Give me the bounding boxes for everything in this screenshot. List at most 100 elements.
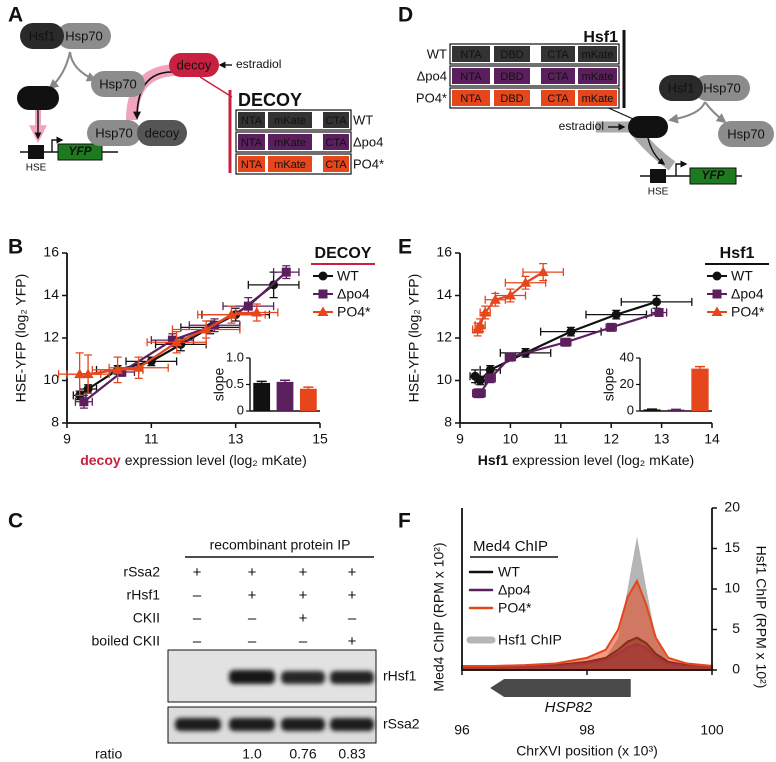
bar <box>253 382 271 411</box>
point <box>505 352 515 362</box>
band-label: rSsa2 <box>383 716 420 732</box>
domain <box>238 134 265 150</box>
domain-label: mKate <box>582 49 614 61</box>
protein: Hsp70 <box>727 126 765 141</box>
gene-label: HSP82 <box>545 699 593 716</box>
point <box>485 365 495 375</box>
point <box>112 364 124 374</box>
point <box>167 335 177 345</box>
panel-label: A <box>8 4 23 27</box>
domain <box>268 112 312 128</box>
lane-sign: + <box>299 610 308 627</box>
lane-sign: – <box>348 610 357 627</box>
blot-shapes <box>167 556 377 744</box>
panel-label: F <box>398 510 411 533</box>
domain-label: NTA <box>241 115 263 127</box>
protein: Hsp70 <box>99 76 137 91</box>
band <box>229 718 275 731</box>
domain-label: DBD <box>500 93 523 105</box>
domain <box>494 90 530 106</box>
protein-shape <box>57 23 111 49</box>
legend-title: Hsf1 <box>720 245 755 262</box>
domain-label: NTA <box>241 137 263 149</box>
domain-label: NTA <box>241 159 263 171</box>
y-tick-label: 10 <box>436 371 452 387</box>
tss-arrow <box>51 136 64 152</box>
lane-sign: + <box>348 564 357 581</box>
domain <box>541 90 575 106</box>
band <box>175 718 221 731</box>
domain-label: CTA <box>325 137 347 149</box>
lane-sign: + <box>248 564 257 581</box>
domain-label: DBD <box>500 49 523 61</box>
blot-header: recombinant protein IP <box>210 537 351 553</box>
y-axis-label: slope <box>211 368 227 402</box>
lane-sign: + <box>299 564 308 581</box>
panel-label: C <box>8 510 23 533</box>
construct-name: WT <box>353 112 373 127</box>
construct-name: Δpo4 <box>417 68 447 83</box>
domain <box>238 112 265 128</box>
protein: Hsf1 <box>29 28 56 43</box>
legend-label: PO4* <box>337 304 371 320</box>
point <box>479 307 491 317</box>
point <box>318 271 328 281</box>
protein-shape <box>20 23 64 49</box>
construct-name: PO4* <box>353 156 384 171</box>
y2-tick-label: 0 <box>732 661 740 677</box>
x-tick-label: 15 <box>312 431 328 447</box>
bar <box>276 381 294 411</box>
gene-box <box>57 143 103 161</box>
construct-outline <box>449 65 620 87</box>
legend-label: WT <box>498 564 520 580</box>
arrow <box>647 137 666 165</box>
protein-shape <box>137 120 187 146</box>
y-tick-label: 16 <box>43 244 59 260</box>
domain <box>578 46 617 62</box>
domain-label: CTA <box>547 93 569 105</box>
protein: decoy <box>145 125 180 140</box>
point <box>133 362 145 372</box>
arrow <box>69 51 97 82</box>
bar <box>299 388 317 411</box>
error-bar <box>256 380 267 383</box>
construct-name: Δpo4 <box>353 134 383 149</box>
arrow <box>668 101 706 124</box>
row-label: rSsa2 <box>123 564 160 580</box>
band-label: rHsf1 <box>383 668 417 684</box>
point <box>712 271 722 281</box>
protein-shape <box>659 75 703 101</box>
y2-tick-label: 15 <box>724 539 740 555</box>
arrow <box>48 51 71 90</box>
y-tick-label: 14 <box>436 286 452 302</box>
domain-label: CTA <box>325 115 347 127</box>
legend-label: Hsf1 ChIP <box>498 632 562 648</box>
y-tick-label: 12 <box>43 329 59 345</box>
protein: Hsf1 <box>635 119 662 134</box>
legend-title: DECOY <box>315 245 372 262</box>
point <box>606 322 616 332</box>
domain <box>323 134 349 150</box>
domain <box>238 156 265 172</box>
protein: Hsp70 <box>65 28 103 43</box>
promoter-label: HSE <box>648 187 669 198</box>
protein-shape <box>694 75 750 101</box>
point <box>317 306 329 316</box>
point <box>537 266 549 277</box>
lane-sign: + <box>348 587 357 604</box>
construct-name: WT <box>427 46 447 61</box>
point <box>225 309 237 319</box>
y2-tick-label: 5 <box>732 620 740 636</box>
point <box>318 289 328 299</box>
y-tick-label: 16 <box>436 244 452 260</box>
point <box>74 368 86 379</box>
domain <box>452 46 490 62</box>
construct-outline <box>449 87 620 109</box>
point <box>200 324 212 334</box>
gene-box <box>689 167 737 185</box>
domain-label: mKate <box>582 71 614 83</box>
panel-label: B <box>8 236 23 259</box>
x-axis-label-rest: expression level (log₂ mKate) <box>125 452 307 468</box>
point <box>504 290 516 300</box>
arrow <box>704 101 727 124</box>
